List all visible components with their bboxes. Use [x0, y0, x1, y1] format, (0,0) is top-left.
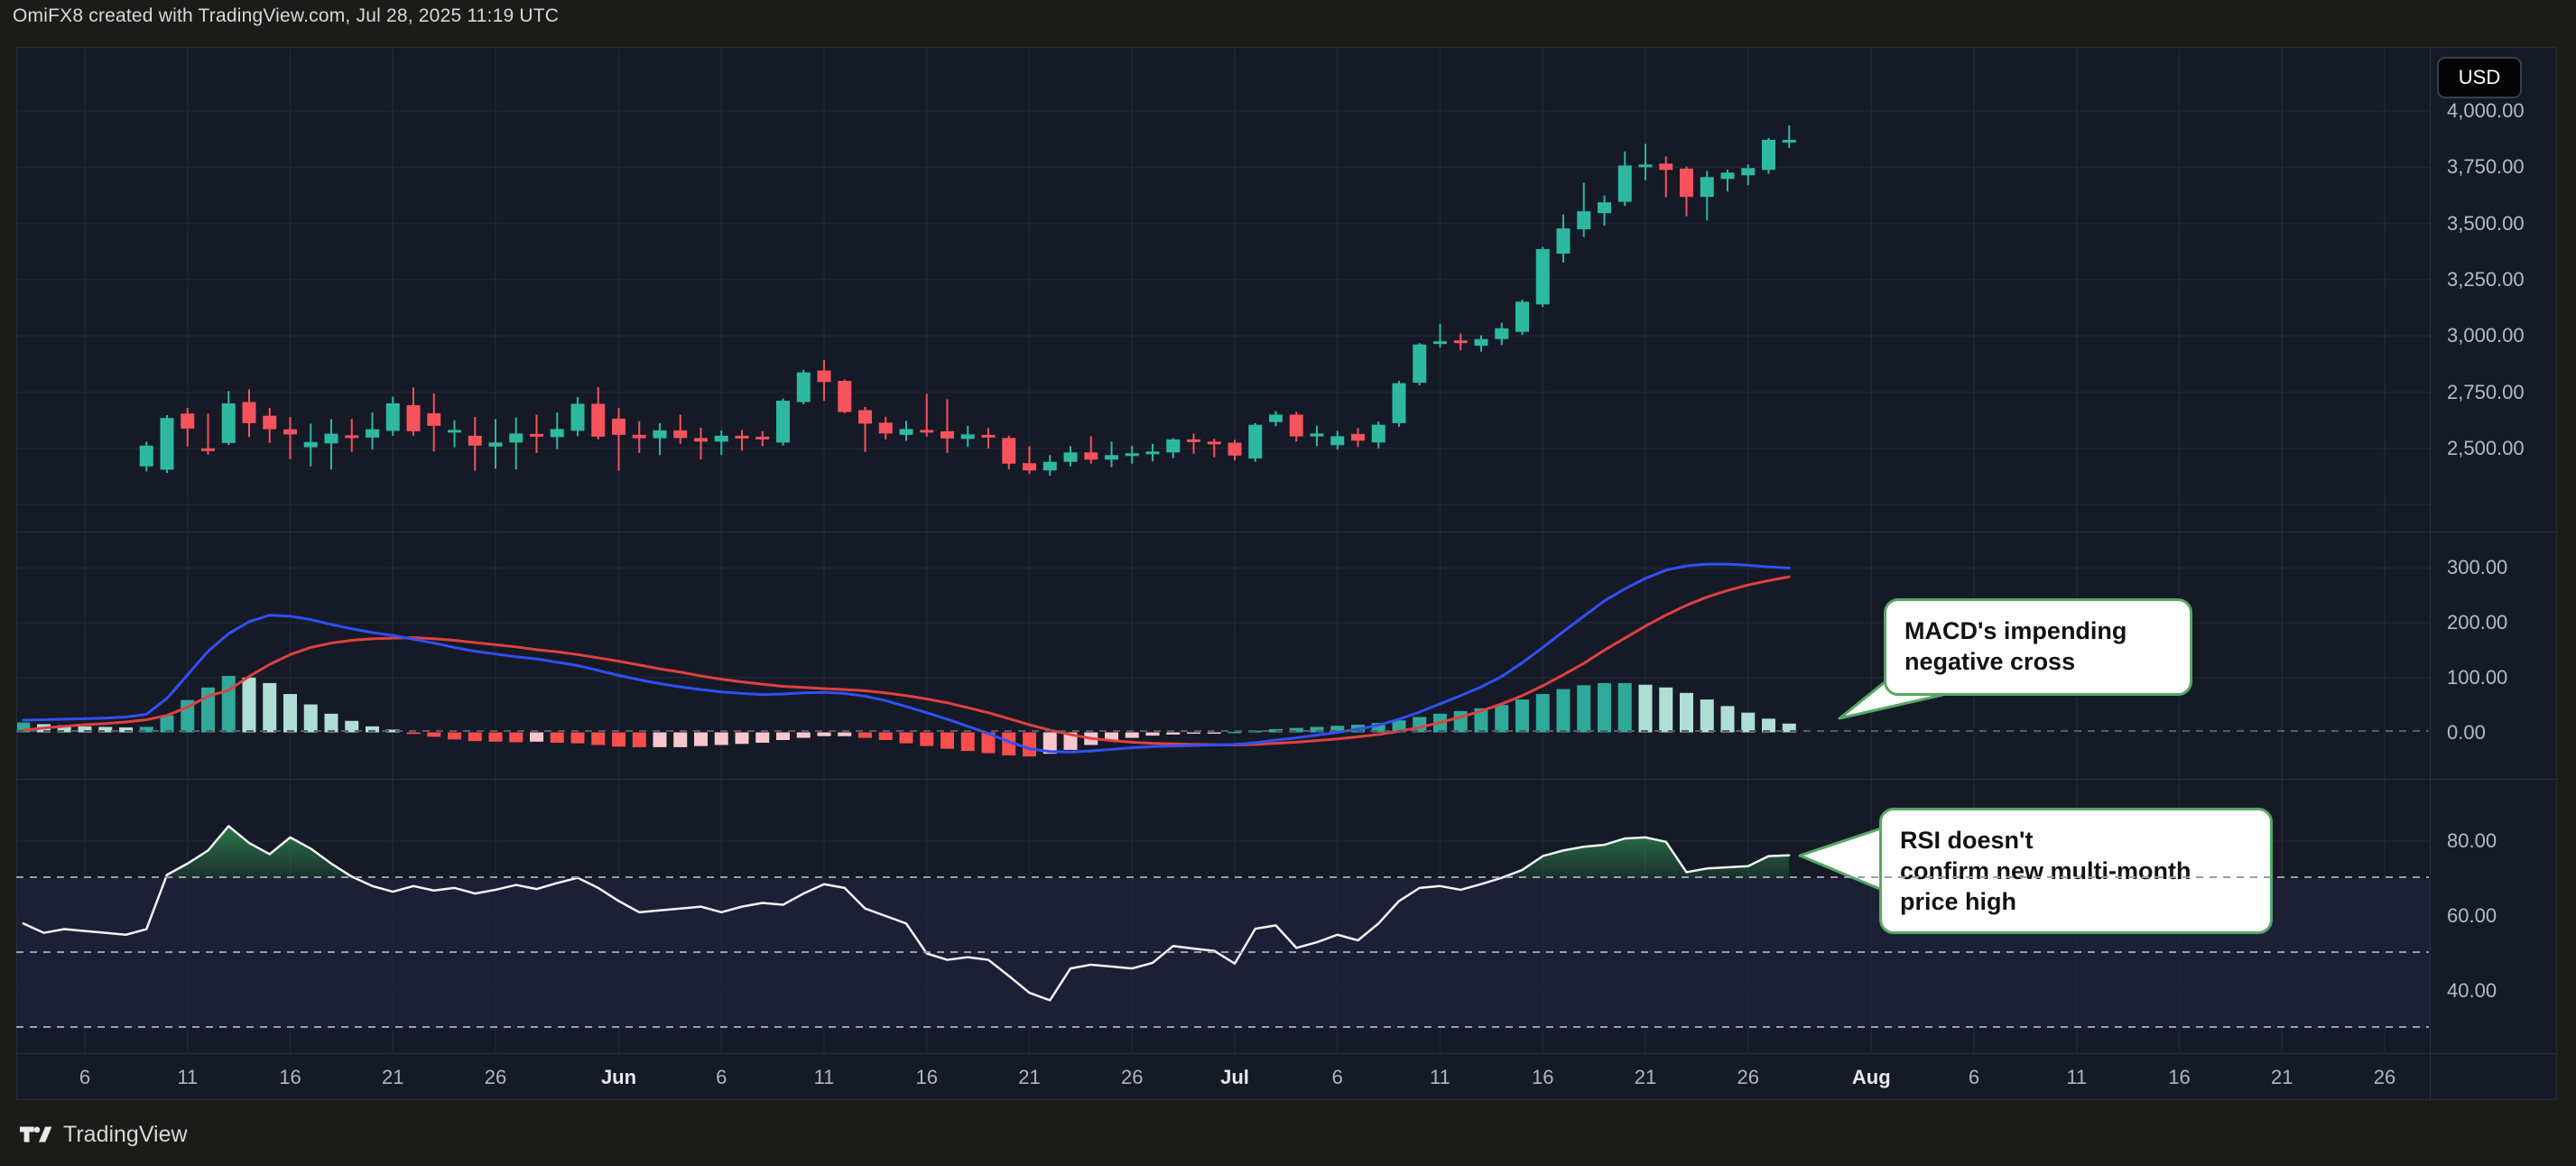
rsi-overbought-fill [165, 826, 1790, 879]
price-tick-label: 3,750.00 [2447, 155, 2525, 179]
time-tick-month-label: Aug [1851, 1066, 1891, 1088]
time-tick-month-label: Jun [600, 1066, 637, 1088]
price-tick-label: 3,250.00 [2447, 267, 2525, 291]
macd-tick-label: 100.00 [2447, 665, 2508, 689]
rsi-annotation-bubble[interactable]: RSI doesn't confirm new multi-month pric… [1879, 808, 2273, 934]
rsi-tick-label: 60.00 [2447, 904, 2497, 927]
time-tick-label: 26 [1121, 1066, 1144, 1088]
time-tick-label: 16 [279, 1066, 301, 1088]
price-tick-label: 3,000.00 [2447, 324, 2525, 347]
price-tick-label: 4,000.00 [2447, 99, 2525, 122]
chart-attribution-title: OmiFX8 created with TradingView.com, Jul… [13, 5, 560, 26]
time-tick-label: 26 [1737, 1066, 1759, 1088]
rsi-level-30-line [16, 1026, 2429, 1028]
macd-histogram [17, 675, 1796, 757]
macd-annotation-bubble[interactable]: MACD's impending negative cross [1884, 598, 2192, 696]
time-tick-label: 6 [79, 1066, 91, 1088]
time-tick-label: 6 [1968, 1066, 1980, 1088]
pane-separator-macd-rsi[interactable] [17, 779, 2558, 780]
time-tick-label: 11 [813, 1066, 835, 1088]
price-tick-label: 3,500.00 [2447, 211, 2525, 235]
tradingview-footer-logo[interactable]: TradingView [20, 1119, 188, 1150]
rsi-annotation-line2: confirm new multi-month [1900, 857, 2191, 884]
time-tick-month-label: Jul [1220, 1066, 1249, 1088]
price-tick-label: 2,500.00 [2447, 436, 2525, 459]
rsi-annotation-line1: RSI doesn't [1900, 827, 2034, 854]
time-tick-label: 26 [2373, 1066, 2396, 1088]
tradingview-brand-text: TradingView [63, 1121, 188, 1147]
price-axis-border [2430, 48, 2431, 1101]
currency-toggle-button[interactable]: USD [2437, 57, 2522, 98]
rsi-level-70-line [16, 876, 2429, 878]
macd-tick-label: 200.00 [2447, 611, 2508, 634]
time-tick-label: 16 [2168, 1066, 2191, 1088]
rsi-level-50-line [16, 951, 2429, 953]
macd-signal-line [22, 575, 1791, 746]
tradingview-logo-icon [20, 1126, 52, 1143]
macd-annotation-line1: MACD's impending [1904, 617, 2127, 644]
macd-annotation-line2: negative cross [1904, 648, 2076, 675]
time-tick-label: 26 [484, 1066, 507, 1088]
macd-line [22, 562, 1791, 754]
time-tick-label: 6 [1331, 1066, 1343, 1088]
time-tick-label: 11 [1430, 1066, 1450, 1088]
macd-zero-line [16, 730, 2429, 732]
macd-tick-label: 0.00 [2447, 720, 2486, 744]
time-tick-label: 11 [2066, 1066, 2088, 1088]
price-tick-label: 2,750.00 [2447, 380, 2525, 403]
time-tick-label: 21 [1634, 1066, 1657, 1088]
rsi-line [22, 825, 1791, 1002]
rsi-tick-label: 40.00 [2447, 979, 2497, 1002]
rsi-annotation-line3: price high [1900, 888, 2017, 915]
time-tick-label: 16 [1532, 1066, 1554, 1088]
time-tick-label: 11 [177, 1066, 199, 1088]
time-axis-border [17, 1053, 2558, 1054]
macd-tick-label: 300.00 [2447, 556, 2508, 579]
time-tick-label: 21 [2271, 1066, 2293, 1088]
tradingview-chart[interactable]: 4,000.00 3,750.00 3,500.00 3,250.00 3,000.00… [16, 47, 2558, 1101]
time-tick-label: 6 [716, 1066, 727, 1088]
candlestick-series [139, 125, 1796, 477]
time-tick-label: 21 [1018, 1066, 1041, 1088]
time-tick-label: 21 [382, 1066, 404, 1088]
time-tick-label: 16 [915, 1066, 938, 1088]
rsi-tick-label: 80.00 [2447, 829, 2497, 852]
